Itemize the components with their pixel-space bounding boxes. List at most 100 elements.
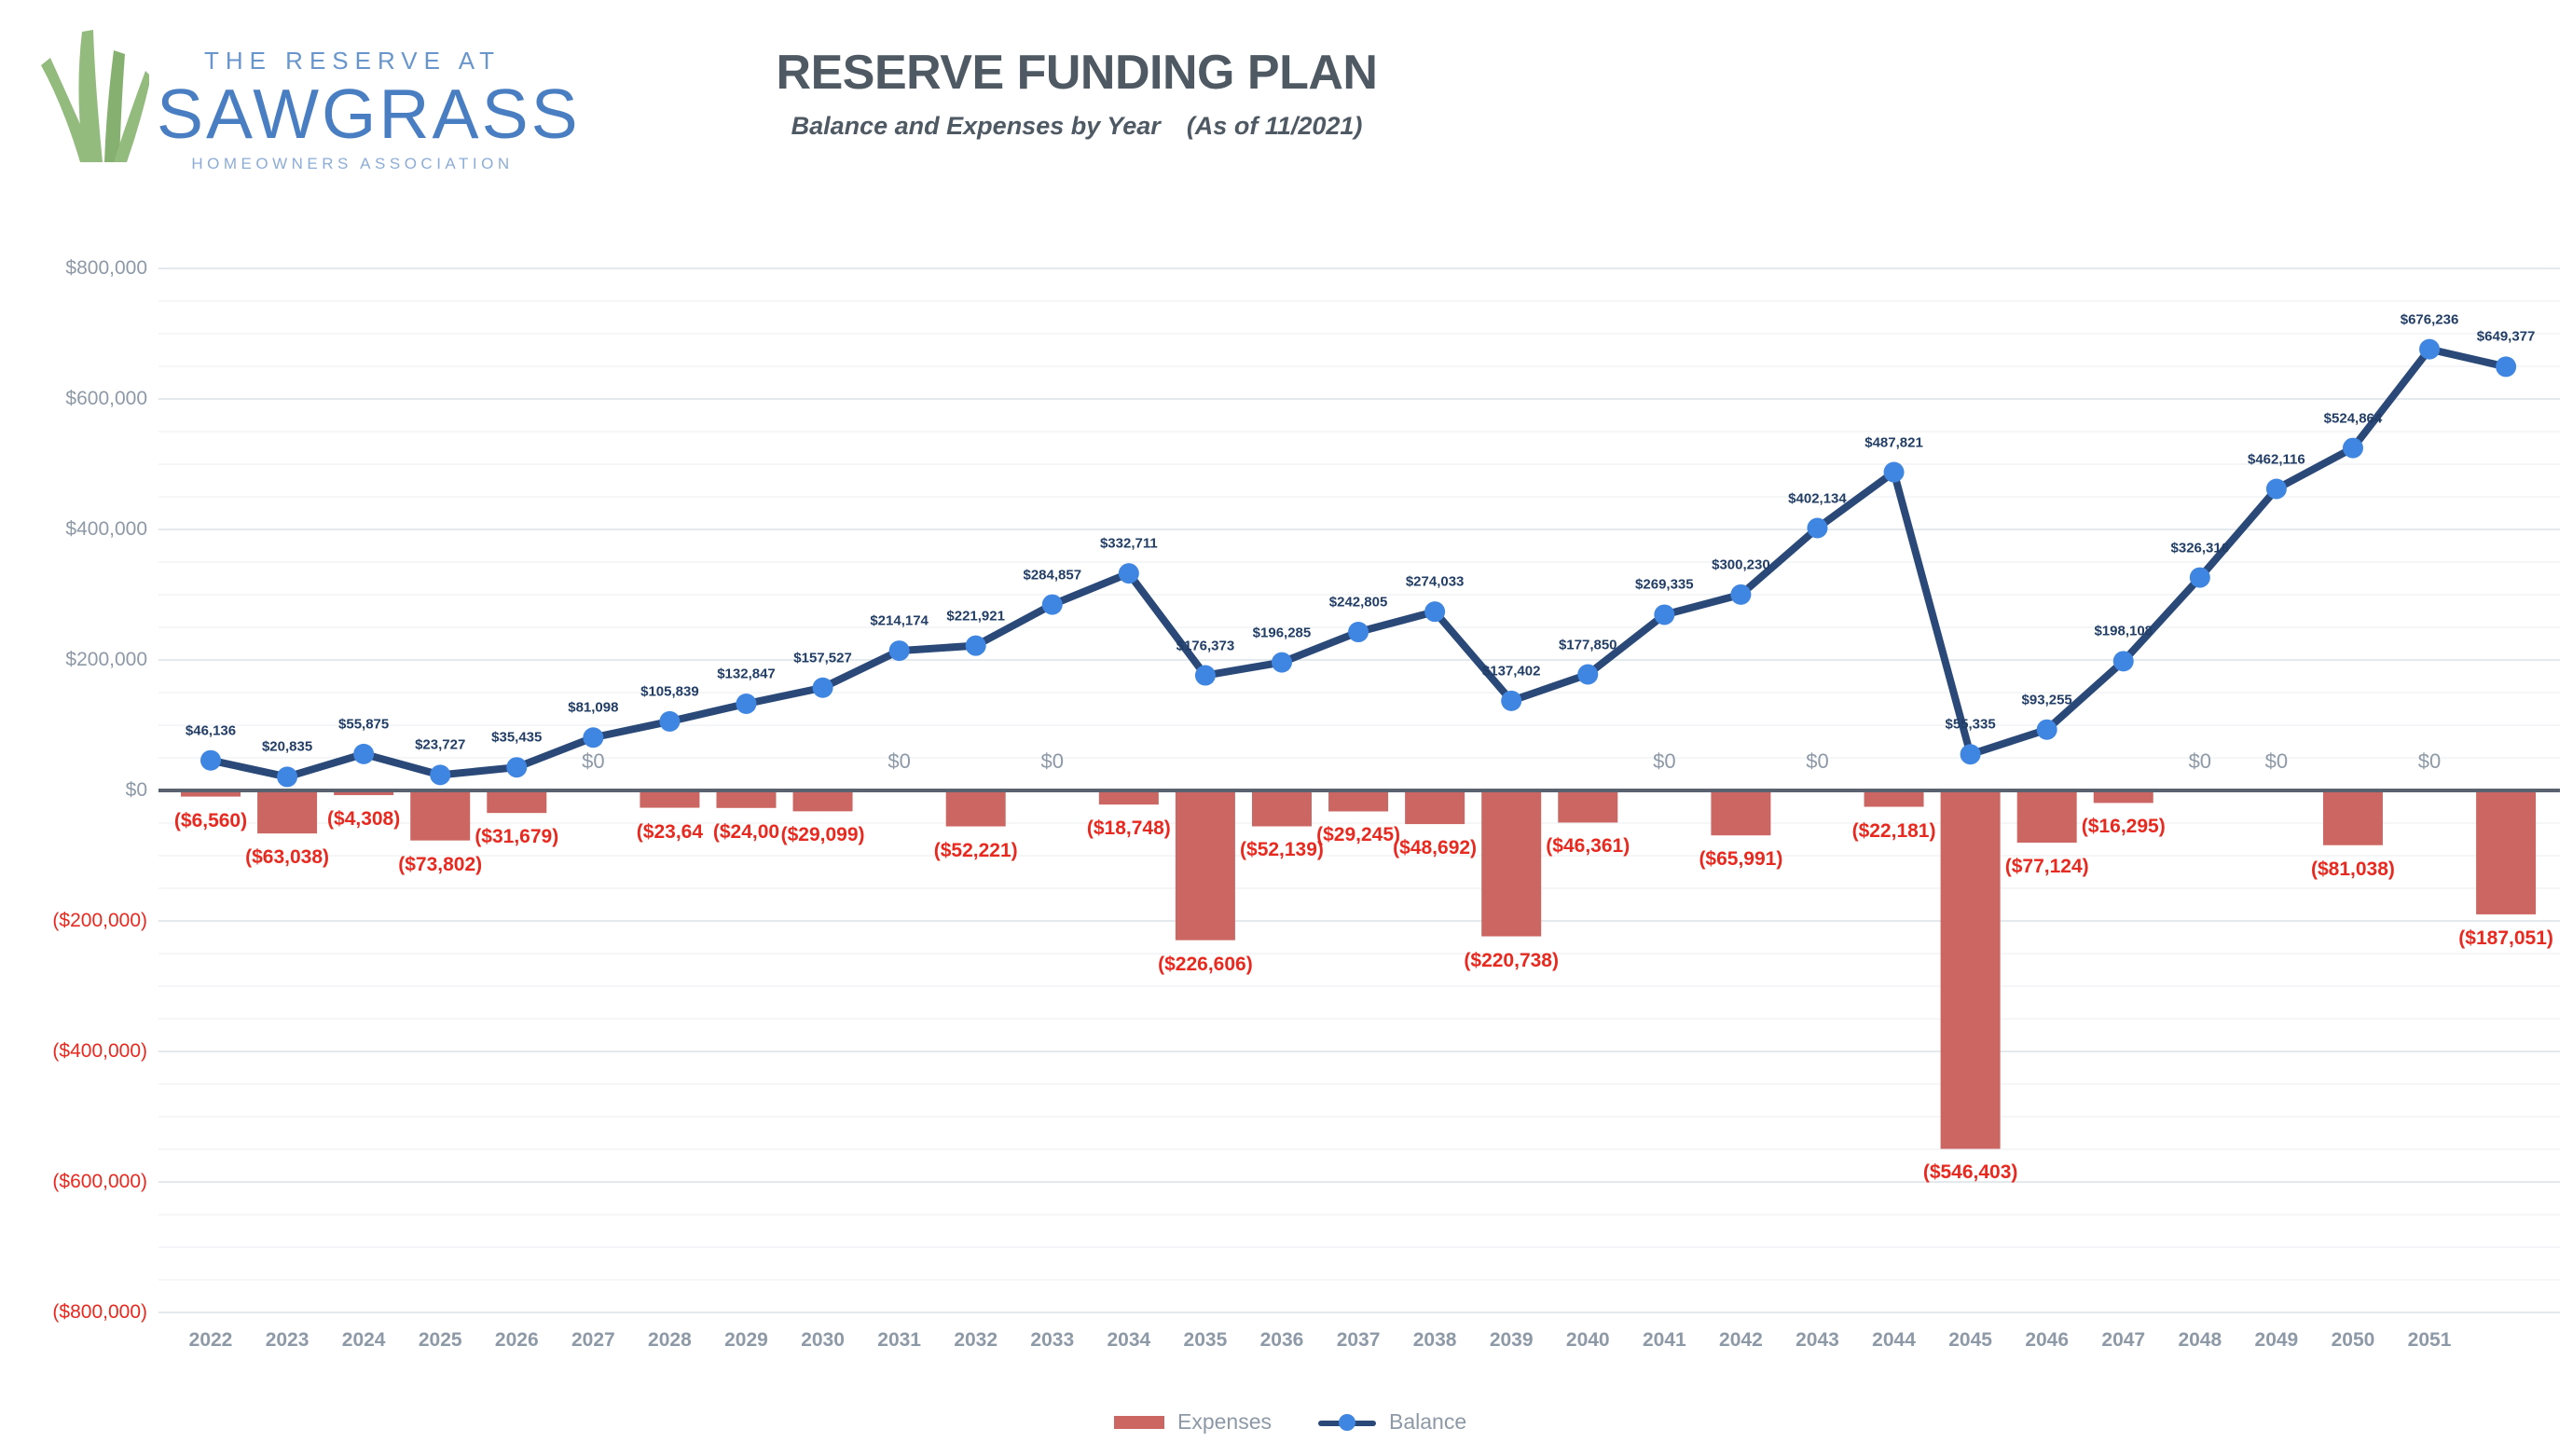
expense-data-label: ($48,692) [1393,837,1478,859]
balance-data-label: $46,136 [185,722,237,739]
expense-data-label: ($65,991) [1699,848,1783,871]
balance-point-2041 [1654,604,1675,625]
balance-data-label: $214,174 [870,612,929,629]
y-tick-label: $0 [125,779,147,801]
balance-data-label: $132,847 [717,666,776,682]
x-tick-label-2047: 2047 [2101,1329,2146,1351]
balance-legend-label: Balance [1389,1409,1467,1434]
x-tick-label-2032: 2032 [954,1329,998,1351]
y-tick-label: $600,000 [65,388,147,409]
x-tick-label-2024: 2024 [341,1329,386,1351]
balance-point-2024 [353,743,375,764]
balance-point-2033 [1041,594,1063,615]
balance-data-label: $176,373 [1176,638,1235,654]
balance-point-2040 [1577,664,1599,685]
balance-data-label: $402,134 [1788,490,1847,506]
expense-bar-2045 [1940,792,2001,1149]
x-tick-label-2044: 2044 [1872,1329,1916,1351]
expense-bar-2044 [1864,792,1924,807]
expense-bar-2037 [1328,792,1389,812]
x-tick-label-2036: 2036 [1259,1329,1304,1351]
balance-point-2038 [1424,601,1446,623]
x-tick-label-2049: 2049 [2254,1329,2299,1351]
x-tick-label-2037: 2037 [1336,1329,1381,1351]
balance-data-label: $242,805 [1328,594,1388,611]
x-tick-label-2022: 2022 [188,1329,233,1351]
balance-data-label: $300,230 [1712,556,1770,573]
expense-zero-label: $0 [887,749,911,773]
logo-text: THE RESERVE AT SAWGRASS HOMEOWNERS ASSOC… [157,47,578,173]
x-tick-label-2038: 2038 [1412,1329,1457,1351]
balance-data-label: $649,377 [2476,328,2536,345]
balance-data-label: $93,255 [2021,692,2072,708]
balance-point-2027 [583,727,604,749]
balance-data-label: $221,921 [946,608,1005,625]
logo: THE RESERVE AT SAWGRASS HOMEOWNERS ASSOC… [28,22,578,173]
expense-bar-2029 [716,792,777,808]
balance-data-label: $81,098 [568,699,619,716]
balance-data-label: $55,335 [1945,716,1996,733]
balance-line [207,345,2511,781]
x-tick-label-2039: 2039 [1489,1329,1534,1351]
balance-data-label: $462,116 [2248,451,2305,468]
subtitle-text: Balance and Expenses by Year [791,112,1161,140]
expense-data-label: ($22,181) [1851,819,1936,842]
expense-bar-2039 [1481,792,1542,937]
grass-logo-icon [41,30,149,162]
balance-data-label: $326,316 [2170,540,2230,556]
balance-point-last [2496,356,2517,378]
zero-axis-line [158,789,2560,792]
x-tick-label-2028: 2028 [648,1329,692,1351]
expense-zero-label: $0 [2417,749,2442,773]
as-of-date: (As of 11/2021) [1186,112,1363,140]
x-tick-label-2033: 2033 [1030,1329,1075,1351]
balance-point-2025 [430,764,451,786]
x-tick-label-2042: 2042 [1719,1329,1763,1351]
expense-bar-2034 [1098,792,1159,805]
expense-bar-2047 [2093,792,2153,804]
expense-data-label: ($16,295) [2081,816,2166,838]
expense-zero-label: $0 [2264,749,2289,773]
grass-blade-right [114,71,149,162]
x-tick-label-2043: 2043 [1796,1329,1839,1351]
balance-point-2039 [1501,690,1522,711]
header: RESERVE FUNDING PLAN Balance and Expense… [611,45,1543,141]
expense-bar-2046 [2016,792,2077,843]
balance-point-2035 [1194,665,1216,686]
balance-data-label: $196,285 [1252,625,1312,641]
balance-point-2031 [888,640,910,662]
x-tick-label-2050: 2050 [2331,1329,2375,1351]
balance-point-2051 [2419,338,2441,360]
balance-point-2047 [2112,651,2134,672]
expense-bar-2042 [1711,792,1771,836]
x-tick-label-2041: 2041 [1642,1329,1686,1351]
x-tick-label-2025: 2025 [418,1329,462,1351]
expense-data-label: ($46,361) [1546,835,1630,858]
y-tick-label: ($600,000) [52,1171,147,1192]
expense-data-label: ($220,738) [1464,949,1559,971]
balance-point-2045 [1960,744,1981,765]
expense-data-label: ($52,139) [1240,839,1324,861]
balance-point-2029 [736,694,757,715]
expense-bar-2040 [1558,792,1618,823]
balance-data-label: $198,108 [2094,623,2153,639]
balance-point-2036 [1271,652,1292,673]
balance-legend-dot [1339,1413,1356,1431]
y-tick-label: ($400,000) [52,1040,147,1062]
balance-point-2043 [1807,517,1828,539]
expense-bar-2022 [181,792,241,797]
balance-data-label: $676,236 [2400,311,2459,328]
expense-data-label: ($4,308) [327,808,401,831]
expense-zero-label: $0 [582,749,605,773]
expense-data-label: ($29,245) [1316,824,1400,846]
expense-data-label: ($18,748) [1086,817,1171,840]
balance-data-label: $105,839 [640,683,699,700]
x-tick-label-2023: 2023 [265,1329,310,1351]
balance-point-2050 [2342,437,2363,459]
page-title: RESERVE FUNDING PLAN [776,46,1378,100]
expenses-legend-swatch [1114,1415,1164,1429]
balance-data-label: $137,402 [1481,663,1541,680]
page-subtitle: Balance and Expenses by Year (As of 11/20… [611,112,1543,141]
y-tick-label: ($800,000) [52,1301,147,1323]
logo-line-1: THE RESERVE AT [203,47,502,75]
